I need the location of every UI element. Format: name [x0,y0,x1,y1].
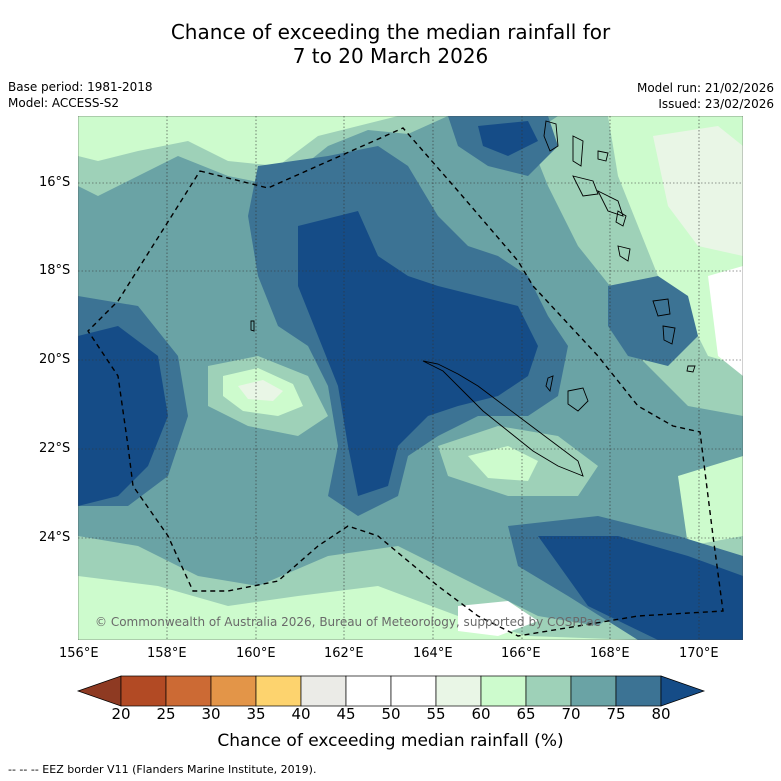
zone-80-north [478,121,538,156]
colorbar-extend-high [660,675,706,707]
map-title-line1: Chance of exceeding the median rainfall … [170,20,611,44]
zone-80-central [298,211,538,496]
colorbar-swatch-50 [390,675,437,707]
model-text: Model: ACCESS-S2 [8,96,120,110]
island-east-a [652,298,671,317]
eez-border [87,127,724,637]
colorbar-swatch-70 [570,675,617,707]
colorbar-swatch-25 [165,675,212,707]
lat-label-18s: 18°S [39,263,71,278]
lon-label-164e: 164°E [413,646,453,661]
vanuatu-coast-a [572,135,584,167]
zone-75-80-east-basin [608,276,698,366]
zone-60-65-south [78,576,638,640]
vanuatu-coast-d [615,210,627,227]
small-island-coast [545,375,554,393]
colorbar-swatch-20 [120,675,167,707]
zone-80-west [78,326,168,506]
colorbar-swatch-75 [615,675,662,707]
vanuatu-north-coast [543,120,559,152]
chesterfield-coast [250,320,255,332]
cbar-tick-25: 25 [156,705,176,723]
colorbar [76,675,706,707]
colorbar-swatch-30 [210,675,257,707]
cbar-tick-80: 80 [651,705,671,723]
cbar-tick-35: 35 [246,705,266,723]
cbar-tick-40: 40 [291,705,311,723]
rainfall-map: © Commonwealth of Australia 2026, Bureau… [78,116,743,640]
zone-60-65-south-central [468,446,538,481]
zone-55-60-east [653,126,743,256]
vanuatu-coast-f [597,150,609,162]
lon-label-170e: 170°E [679,646,719,661]
graticule [78,116,743,640]
island-east-c [686,365,696,373]
lat-label-24s: 24°S [39,530,71,545]
cbar-tick-65: 65 [516,705,536,723]
lat-label-16s: 16°S [39,175,71,190]
cbar-tick-30: 30 [201,705,221,723]
colorbar-swatch-55 [435,675,482,707]
lon-label-166e: 166°E [501,646,541,661]
island-east-b [662,325,676,345]
coastlines [250,120,696,477]
cbar-tick-50: 50 [381,705,401,723]
cbar-tick-20: 20 [111,705,131,723]
zone-55-60-west-island [238,380,283,401]
lat-label-20s: 20°S [39,352,71,367]
colorbar-swatch-35 [255,675,302,707]
lon-label-158e: 158°E [147,646,187,661]
lon-label-156e: 156°E [59,646,99,661]
vanuatu-coast-e [617,245,631,262]
copyright-text: © Commonwealth of Australia 2026, Bureau… [95,615,600,629]
colorbar-extend-low [76,675,122,707]
colorbar-swatch-40 [300,675,347,707]
cbar-tick-75: 75 [606,705,626,723]
vanuatu-coast-b [572,175,599,197]
cbar-tick-45: 45 [336,705,356,723]
cbar-tick-60: 60 [471,705,491,723]
colorbar-label: Chance of exceeding median rainfall (%) [217,731,564,751]
colorbar-swatch-60 [480,675,527,707]
vanuatu-coast-c [596,189,624,217]
lon-label-168e: 168°E [590,646,630,661]
model-run-text: Model run: 21/02/2026 [636,81,774,95]
zone-50-55-east [708,266,743,376]
base-period-text: Base period: 1981-2018 [8,80,153,94]
zone-60-65-north [78,116,398,166]
loyalty-islands-coast [567,387,589,412]
zone-60-65-southeast [678,456,743,546]
colorbar-swatch-45 [345,675,392,707]
cbar-tick-55: 55 [426,705,446,723]
zone-50-55-south [458,601,538,636]
map-title-line2: 7 to 20 March 2026 [292,44,489,68]
lon-label-160e: 160°E [236,646,276,661]
issued-text: Issued: 23/02/2026 [658,97,774,111]
eez-legend-text: -- -- -- EEZ border V11 (Flanders Marine… [8,763,317,776]
colorbar-swatch-65 [525,675,572,707]
new-caledonia-coast [422,360,584,477]
lat-label-22s: 22°S [39,441,71,456]
cbar-tick-70: 70 [561,705,581,723]
zone-80-southeast [538,536,743,640]
lon-label-162e: 162°E [324,646,364,661]
